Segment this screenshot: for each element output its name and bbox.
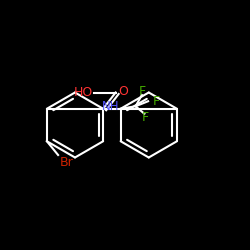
Text: O: O: [118, 85, 128, 98]
Text: Br: Br: [60, 156, 74, 169]
Text: F: F: [142, 111, 149, 124]
Text: F: F: [153, 95, 160, 108]
Text: HO: HO: [74, 86, 93, 99]
Text: NH: NH: [102, 100, 120, 113]
Text: F: F: [138, 85, 145, 98]
